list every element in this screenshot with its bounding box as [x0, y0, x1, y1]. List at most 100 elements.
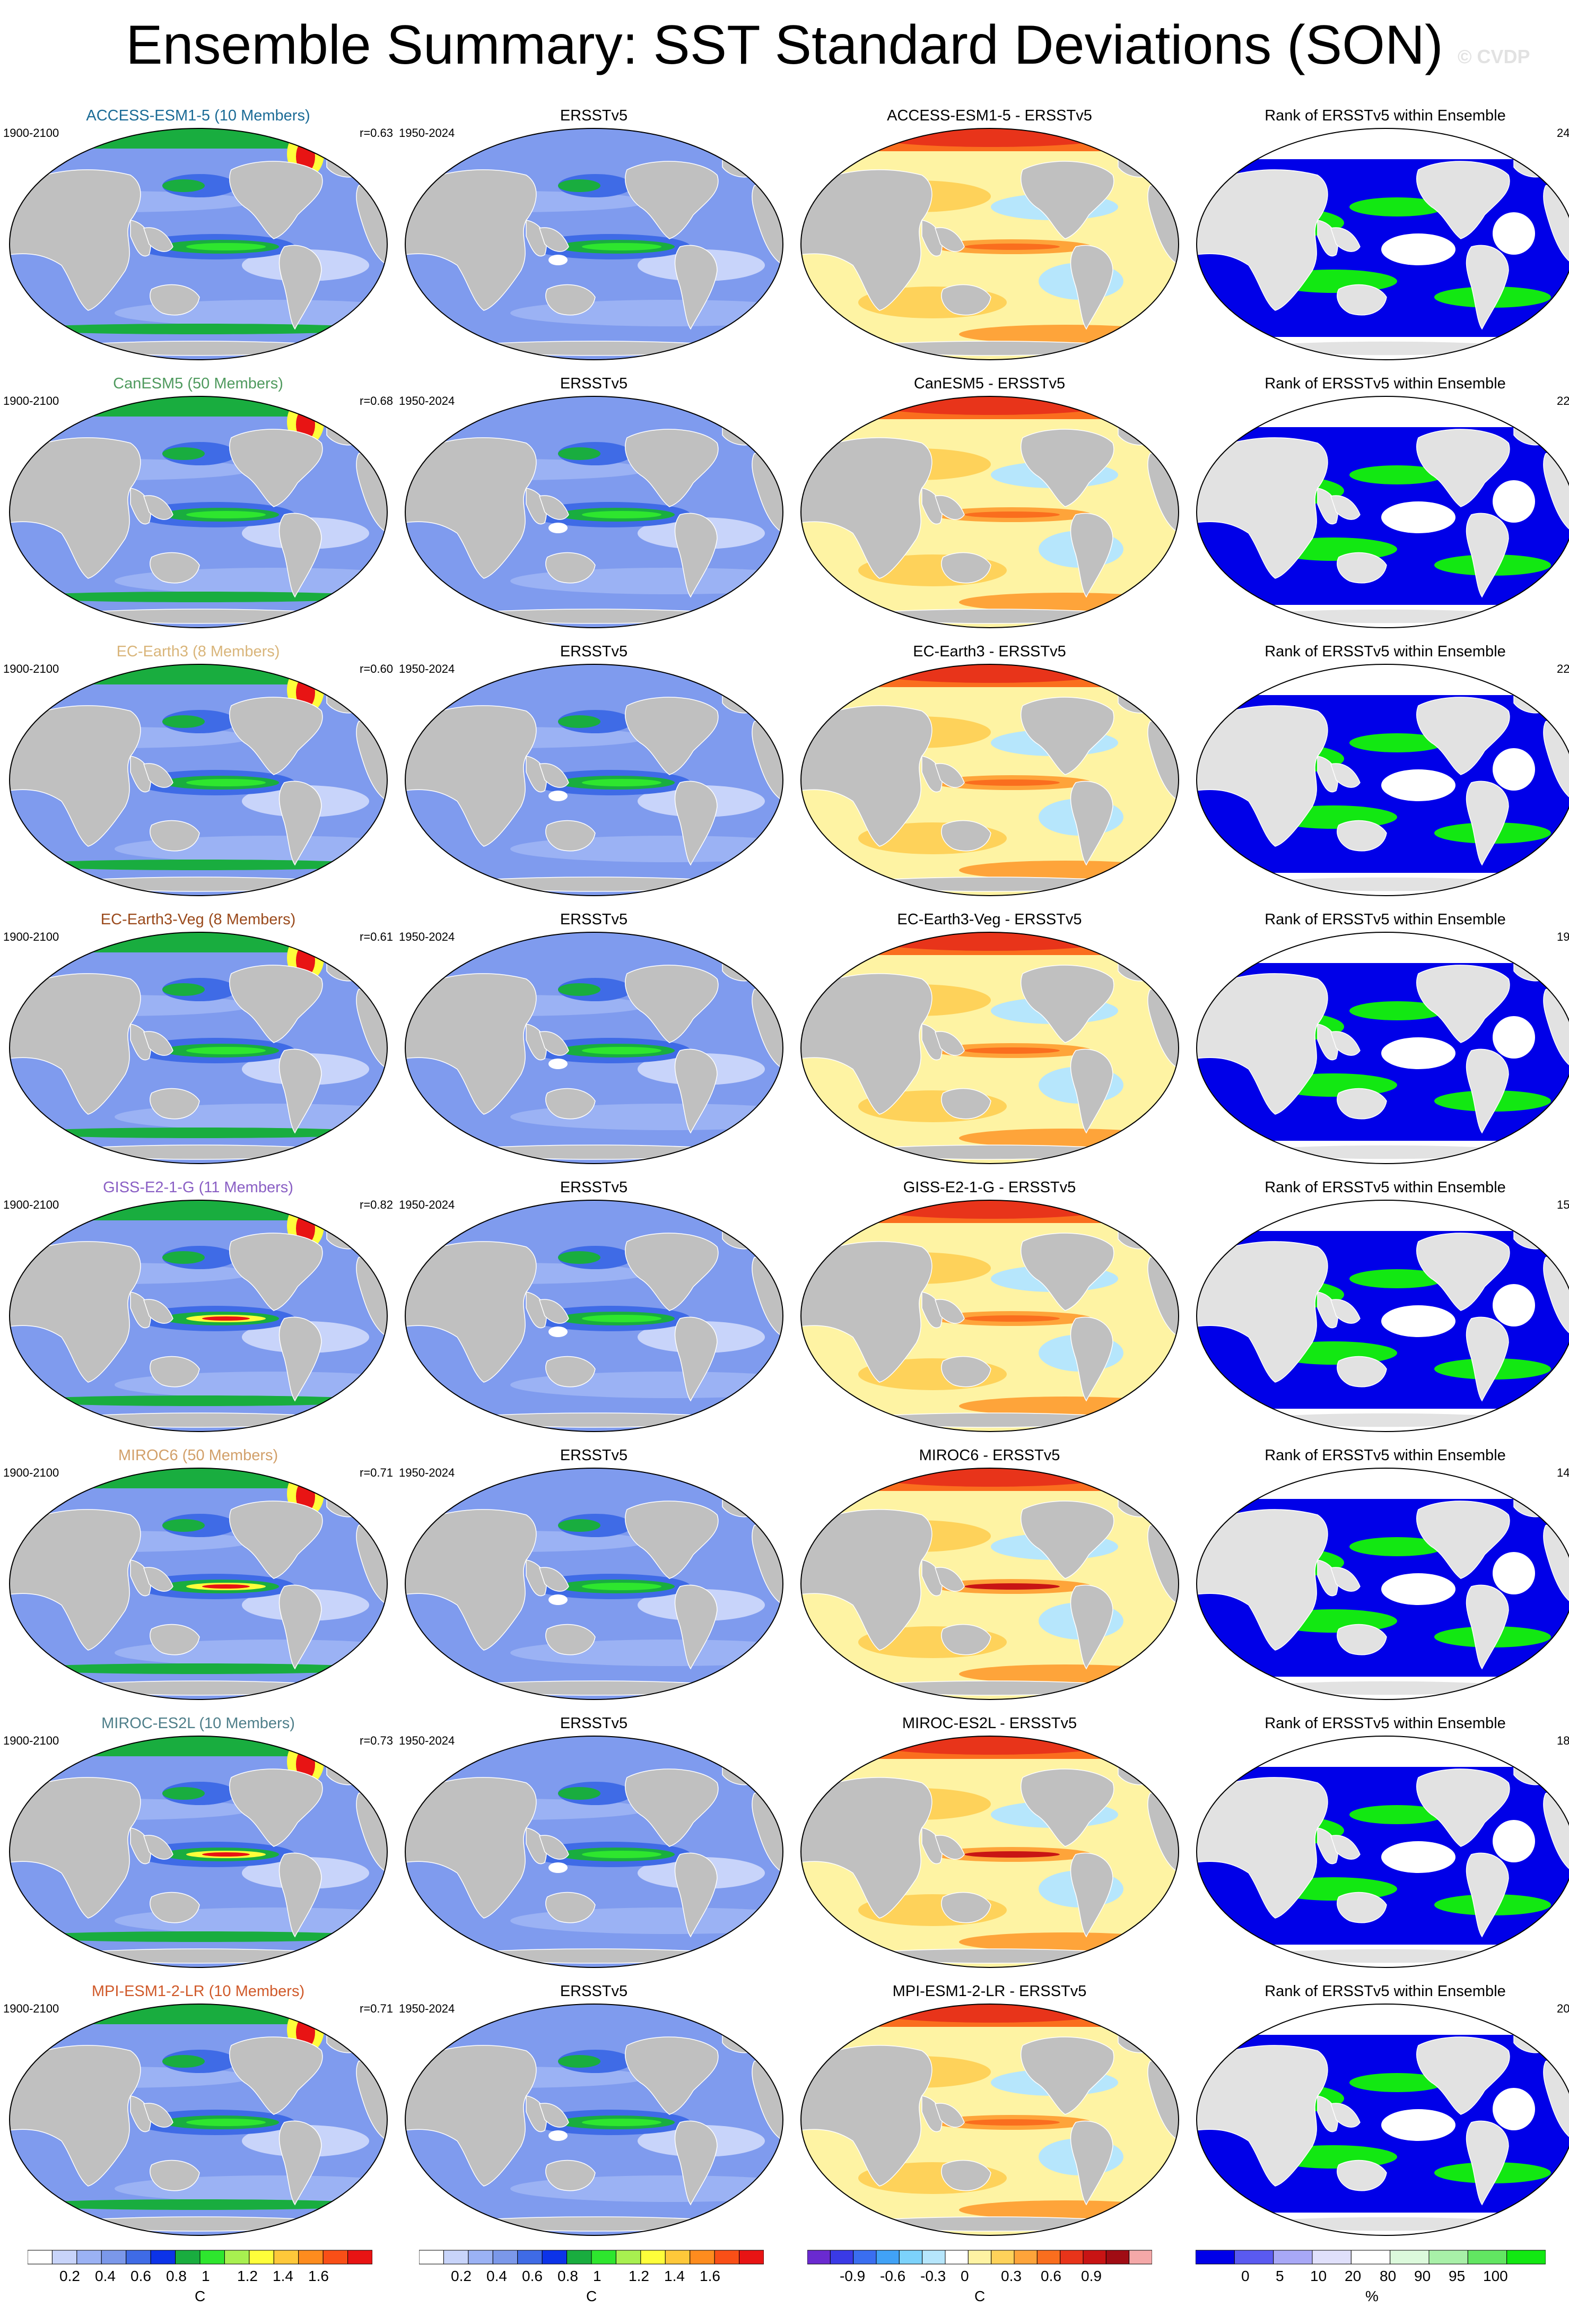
diff-map: [800, 1468, 1179, 1700]
diff-panel-title: MPI-ESM1-2-LR - ERSSTv5: [892, 1983, 1087, 2000]
model-panel-title: MIROC-ES2L (10 Members): [101, 1715, 295, 1732]
rank-map: [1196, 1468, 1569, 1700]
page-title: Ensemble Summary: SST Standard Deviation…: [126, 14, 1443, 76]
period-label: 1950-2024: [399, 1466, 455, 1479]
colorbar-swatch: [419, 2250, 444, 2265]
colorbar-swatch: [298, 2250, 324, 2265]
colorbar-swatch: [517, 2250, 543, 2265]
colorbar-tick-label: -0.3: [920, 2268, 946, 2284]
rank-panel: Rank of ERSSTv5 within Ensemble 18%: [1190, 1714, 1569, 1973]
period-label: 1950-2024: [399, 1734, 455, 1747]
colorbar-tick-label: 5: [1276, 2268, 1284, 2284]
pattern-correlation-label: r=0.82: [360, 1198, 393, 1211]
period-label: 1900-2100: [3, 2002, 59, 2015]
colorbar-swatch: [468, 2250, 493, 2265]
rank-panel-title: Rank of ERSSTv5 within Ensemble: [1265, 643, 1506, 660]
colorbar-swatch: [1036, 2250, 1061, 2265]
colorbar-unit: %: [1365, 2288, 1379, 2304]
obs-panel-title: ERSSTv5: [560, 107, 628, 124]
obs-map: [405, 128, 783, 360]
pattern-correlation-label: r=0.60: [360, 662, 393, 675]
colorbar-tick-label: 1.4: [664, 2268, 685, 2284]
model-panel-title: MPI-ESM1-2-LR (10 Members): [91, 1983, 305, 2000]
colorbar-tick-label: 95: [1449, 2268, 1466, 2284]
colorbar-tick-label: 10: [1310, 2268, 1327, 2284]
model-map: [9, 128, 388, 360]
period-label: 1900-2100: [3, 1734, 59, 1747]
rank-panel: Rank of ERSSTv5 within Ensemble 15%: [1190, 1178, 1569, 1437]
model-panel: MIROC6 (50 Members) 1900-2100 r=0.71: [3, 1446, 393, 1705]
colorbar-tick-label: 0.3: [1001, 2268, 1022, 2284]
colorbar-tick-label: 20: [1345, 2268, 1362, 2284]
model-panel: EC-Earth3-Veg (8 Members) 1900-2100 r=0.61: [3, 910, 393, 1169]
rank-percent-label: 22%: [1556, 662, 1569, 675]
obs-map: [405, 932, 783, 1164]
colorbar-swatch: [249, 2250, 274, 2265]
rank-map: [1196, 1200, 1569, 1432]
diff-map: [800, 128, 1179, 360]
colorbar-swatch: [853, 2250, 877, 2265]
colorbar-tick-label: 1.6: [700, 2268, 720, 2284]
colorbar-tick-label: 0: [1241, 2268, 1250, 2284]
obs-panel-title: ERSSTv5: [560, 1447, 628, 1464]
model-panel-title: ACCESS-ESM1-5 (10 Members): [86, 107, 310, 124]
colorbar-swatch: [566, 2250, 592, 2265]
colorbar-tick-label: 0.6: [130, 2268, 151, 2284]
colorbar: 0 5 10 20 80 90 95 100%: [1196, 2250, 1546, 2324]
colorbar-swatch: [101, 2250, 127, 2265]
colorbar-swatch: [175, 2250, 201, 2265]
obs-panel: ERSSTv5 1950-2024: [399, 1982, 789, 2241]
rank-panel-title: Rank of ERSSTv5 within Ensemble: [1265, 1447, 1506, 1464]
period-label: 1950-2024: [399, 2002, 455, 2015]
colorbar-swatch: [150, 2250, 176, 2265]
period-label: 1900-2100: [3, 662, 59, 675]
model-map: [9, 932, 388, 1164]
period-label: 1900-2100: [3, 126, 59, 140]
obs-map: [405, 664, 783, 896]
colorbar-swatch: [492, 2250, 518, 2265]
obs-map: [405, 1736, 783, 1968]
rank-panel: Rank of ERSSTv5 within Ensemble 20%: [1190, 1982, 1569, 2241]
model-panel: EC-Earth3 (8 Members) 1900-2100 r=0.60: [3, 642, 393, 901]
rank-map: [1196, 664, 1569, 896]
model-map: [9, 2004, 388, 2236]
colorbar-swatch: [273, 2250, 299, 2265]
colorbar-swatch: [1273, 2250, 1313, 2265]
model-panel-title: CanESM5 (50 Members): [113, 375, 283, 392]
model-map: [9, 664, 388, 896]
model-panel: MPI-ESM1-2-LR (10 Members) 1900-2100 r=0.7…: [3, 1982, 393, 2241]
colorbar-swatch: [1390, 2250, 1429, 2265]
rank-panel-title: Rank of ERSSTv5 within Ensemble: [1265, 107, 1506, 124]
obs-panel: ERSSTv5 1950-2024: [399, 1446, 789, 1705]
colorbar-tick-label: 1.2: [629, 2268, 649, 2284]
colorbar-swatch: [224, 2250, 250, 2265]
colorbar-swatch: [542, 2250, 568, 2265]
colorbar-swatch: [640, 2250, 666, 2265]
colorbar-swatch: [615, 2250, 641, 2265]
rank-percent-label: 22%: [1556, 394, 1569, 407]
obs-panel-title: ERSSTv5: [560, 1715, 628, 1732]
colorbar-swatch: [1506, 2250, 1546, 2265]
colorbar-tick-label: 1.2: [237, 2268, 258, 2284]
diff-panel: EC-Earth3 - ERSSTv5: [795, 642, 1184, 901]
obs-panel: ERSSTv5 1950-2024: [399, 642, 789, 901]
rank-map: [1196, 396, 1569, 628]
colorbar-tick-label: 0.2: [59, 2268, 80, 2284]
obs-panel-title: ERSSTv5: [560, 911, 628, 928]
colorbar-tick-label: 0.8: [557, 2268, 578, 2284]
period-label: 1900-2100: [3, 1466, 59, 1479]
diff-panel: MIROC6 - ERSSTv5: [795, 1446, 1184, 1705]
colorbar-swatch: [51, 2250, 77, 2265]
pattern-correlation-label: r=0.73: [360, 1734, 393, 1747]
diff-panel-title: GISS-E2-1-G - ERSSTv5: [903, 1179, 1076, 1196]
period-label: 1950-2024: [399, 930, 455, 943]
rank-map: [1196, 1736, 1569, 1968]
colorbar-tick-label: 1: [202, 2268, 210, 2284]
obs-panel: ERSSTv5 1950-2024: [399, 374, 789, 633]
period-label: 1900-2100: [3, 1198, 59, 1211]
diff-panel-title: MIROC6 - ERSSTv5: [919, 1447, 1060, 1464]
model-panel-title: EC-Earth3 (8 Members): [116, 643, 280, 660]
model-panel: ACCESS-ESM1-5 (10 Members) 1900-2100 r=0.6…: [3, 106, 393, 365]
rank-panel: Rank of ERSSTv5 within Ensemble 14%: [1190, 1446, 1569, 1705]
model-panel-title: GISS-E2-1-G (11 Members): [103, 1179, 293, 1196]
